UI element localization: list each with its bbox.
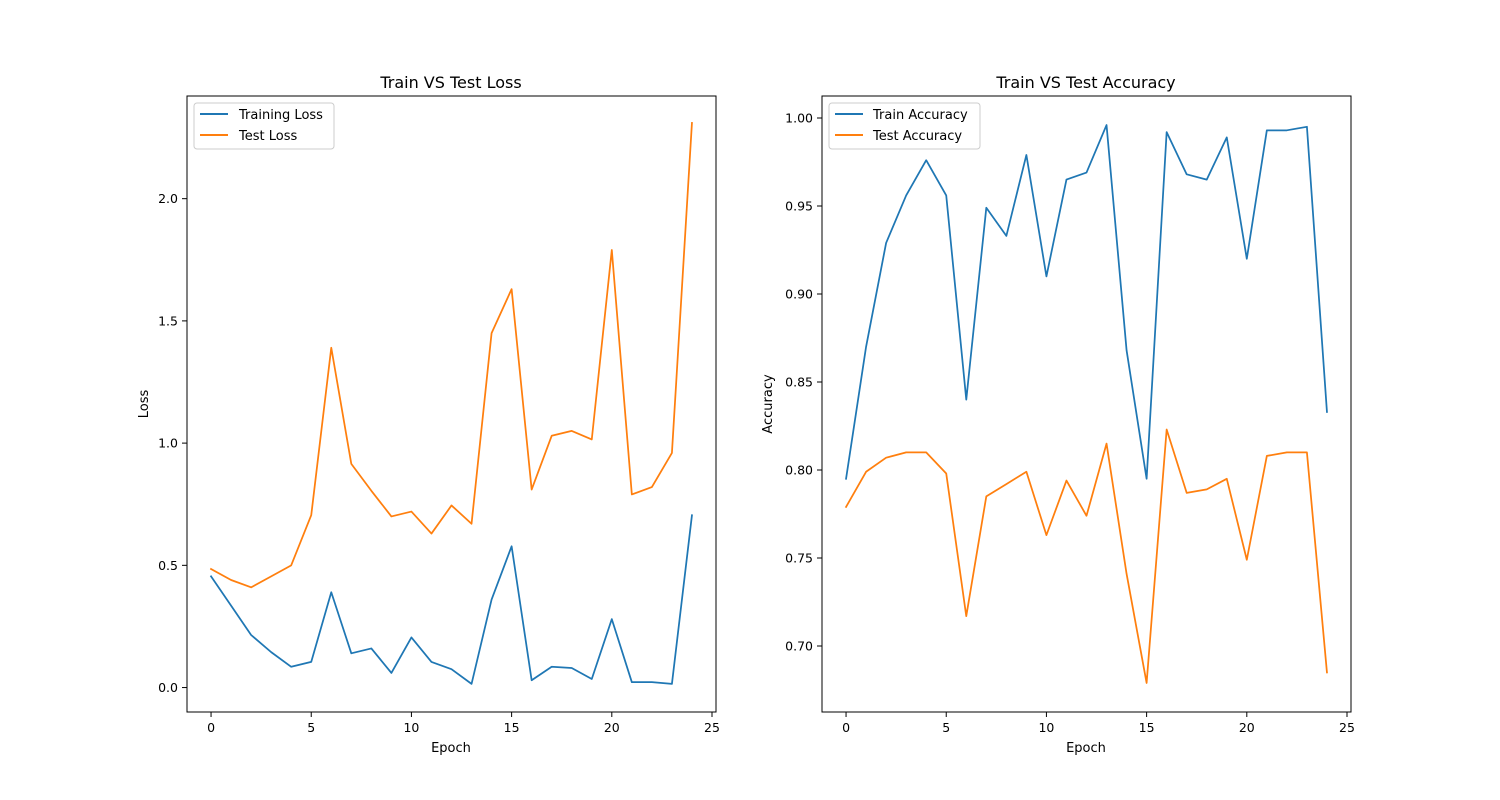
legend-label-test-loss: Test Loss bbox=[238, 129, 297, 144]
accuracy-chart: Train VS Test Accuracy Epoch Accuracy 0 5… bbox=[761, 73, 1355, 756]
y-tick-label: 0.80 bbox=[785, 463, 813, 478]
x-tick-label: 0 bbox=[842, 720, 850, 735]
legend: Train Accuracy Test Accuracy bbox=[828, 102, 981, 150]
legend: Training Loss Test Loss bbox=[193, 102, 335, 150]
y-tick-label: 0.5 bbox=[158, 558, 178, 573]
y-ticks: 0.0 0.5 1.0 1.5 2.0 bbox=[158, 191, 187, 695]
y-axis-label: Accuracy bbox=[761, 374, 776, 434]
legend-label-training-loss: Training Loss bbox=[238, 108, 323, 123]
x-tick-label: 10 bbox=[403, 720, 419, 735]
y-tick-label: 0.0 bbox=[158, 680, 178, 695]
y-tick-label: 0.75 bbox=[785, 551, 813, 566]
x-tick-label: 15 bbox=[504, 720, 520, 735]
legend-entry: Training Loss bbox=[200, 108, 323, 123]
y-tick-label: 0.85 bbox=[785, 375, 813, 390]
y-tick-label: 2.0 bbox=[158, 191, 178, 206]
y-tick-label: 1.00 bbox=[785, 111, 813, 126]
series-line-training-loss bbox=[209, 514, 693, 685]
x-tick-label: 20 bbox=[604, 720, 620, 735]
legend-entry: Test Loss bbox=[200, 129, 297, 144]
plot-frame bbox=[186, 95, 717, 713]
plot-lines bbox=[209, 121, 693, 685]
x-tick-label: 10 bbox=[1038, 720, 1054, 735]
x-ticks: 0 5 10 15 20 25 bbox=[842, 712, 1355, 735]
x-tick-label: 25 bbox=[1339, 720, 1355, 735]
plot-frame bbox=[821, 95, 1352, 713]
y-tick-label: 0.95 bbox=[785, 199, 813, 214]
x-ticks: 0 5 10 15 20 25 bbox=[207, 712, 720, 735]
y-axis-label: Loss bbox=[137, 390, 152, 419]
x-tick-label: 25 bbox=[704, 720, 720, 735]
x-axis-label: Epoch bbox=[1066, 741, 1106, 756]
series-line-test-loss bbox=[209, 121, 693, 589]
y-ticks: 0.70 0.75 0.80 0.85 0.90 0.95 1.00 bbox=[785, 111, 822, 654]
y-tick-label: 1.0 bbox=[158, 436, 178, 451]
series-line-train-accuracy bbox=[845, 124, 1328, 480]
legend-entry: Test Accuracy bbox=[835, 129, 962, 144]
y-tick-label: 1.5 bbox=[158, 313, 178, 328]
legend-entry: Train Accuracy bbox=[835, 108, 968, 123]
x-axis-label: Epoch bbox=[431, 741, 471, 756]
legend-label-test-accuracy: Test Accuracy bbox=[872, 129, 962, 144]
x-tick-label: 0 bbox=[207, 720, 215, 735]
chart-title: Train VS Test Loss bbox=[379, 73, 521, 92]
loss-chart: Train VS Test Loss Epoch Loss 0 5 10 15 20 25… bbox=[137, 73, 720, 756]
y-tick-label: 0.90 bbox=[785, 287, 813, 302]
x-tick-label: 5 bbox=[942, 720, 950, 735]
series-line-test-accuracy bbox=[844, 428, 1328, 684]
chart-title: Train VS Test Accuracy bbox=[995, 73, 1175, 92]
x-tick-label: 15 bbox=[1139, 720, 1155, 735]
y-tick-label: 0.70 bbox=[785, 639, 813, 654]
x-tick-label: 20 bbox=[1239, 720, 1255, 735]
legend-box bbox=[193, 102, 335, 150]
plot-lines bbox=[844, 124, 1328, 684]
x-tick-label: 5 bbox=[307, 720, 315, 735]
legend-label-train-accuracy: Train Accuracy bbox=[872, 108, 968, 123]
legend-box bbox=[828, 102, 981, 150]
